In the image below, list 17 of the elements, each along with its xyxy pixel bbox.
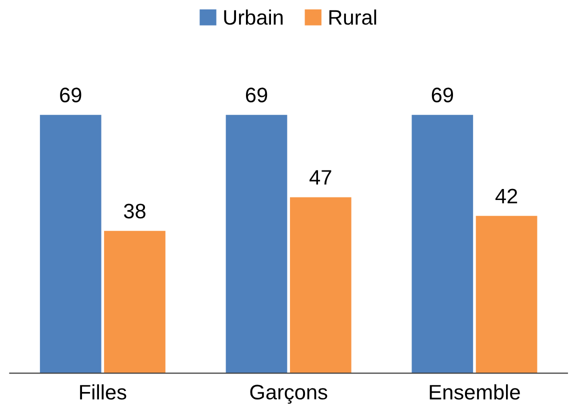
data-label: 69 [60, 88, 82, 102]
bar [40, 114, 102, 374]
bar [226, 114, 288, 374]
bar [290, 197, 352, 374]
bar [104, 230, 166, 374]
data-label: 47 [310, 170, 332, 185]
x-tick-label: Ensemble [430, 384, 520, 400]
x-tick-label: Filles [80, 384, 126, 400]
data-label: 69 [432, 88, 454, 102]
data-label: 42 [495, 188, 518, 204]
x-tick-label: Garçons [250, 384, 328, 404]
data-label: 69 [246, 88, 268, 102]
legend-label: Urbain [224, 10, 283, 25]
bar [412, 114, 474, 374]
bar [476, 216, 538, 374]
legend-label: Rural [329, 10, 376, 25]
data-label: 38 [124, 204, 146, 218]
